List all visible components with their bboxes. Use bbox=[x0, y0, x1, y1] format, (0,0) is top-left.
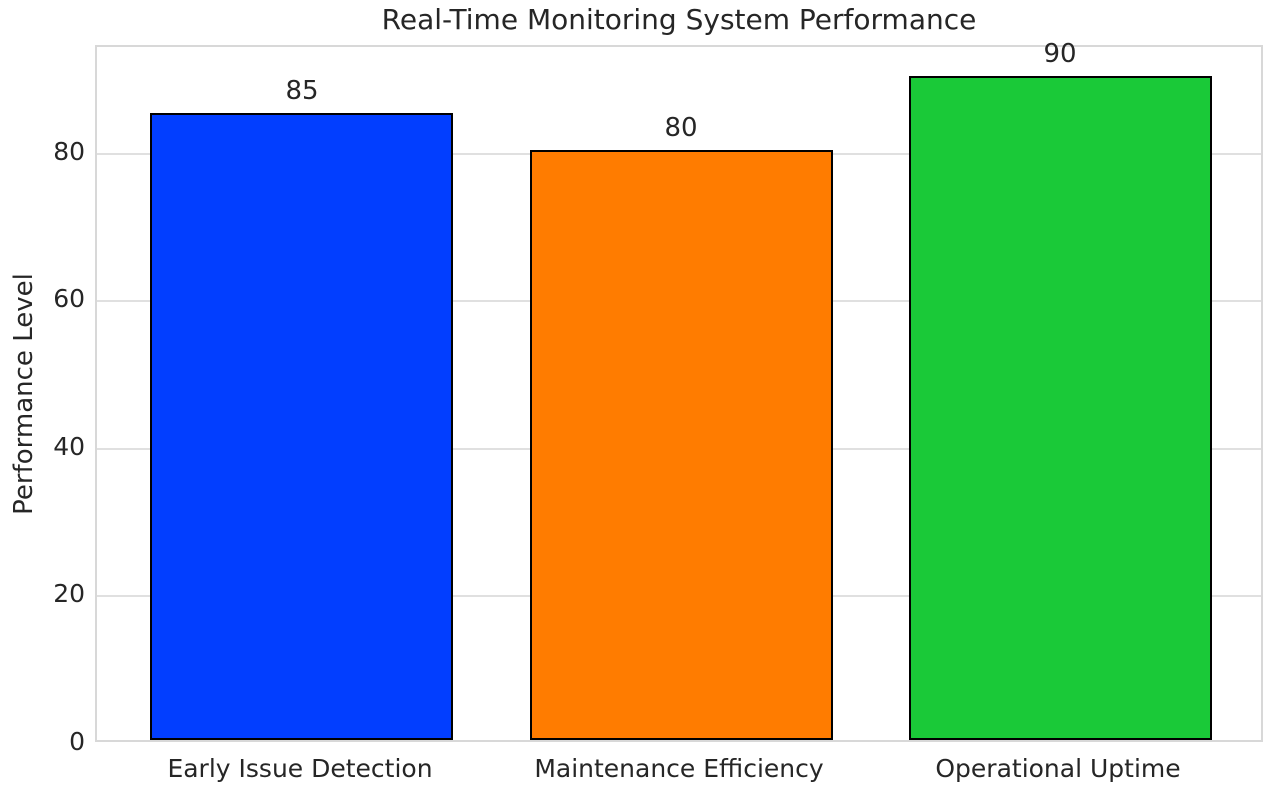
chart-title: Real-Time Monitoring System Performance bbox=[381, 3, 977, 36]
plot-area: 85 80 90 bbox=[95, 39, 1263, 742]
bar-value-label-maintenance-efficiency: 80 bbox=[664, 113, 698, 143]
y-tick-label-80: 80 bbox=[53, 137, 85, 166]
y-tick-label-40: 40 bbox=[53, 432, 85, 461]
bar-operational-uptime bbox=[909, 76, 1212, 740]
x-tick-label-maintenance-efficiency: Maintenance Efficiency bbox=[534, 754, 824, 783]
bar-maintenance-efficiency bbox=[530, 150, 833, 740]
bar-value-label-early-issue-detection: 85 bbox=[285, 76, 319, 106]
y-tick-label-0: 0 bbox=[69, 727, 85, 756]
y-tick-label-20: 20 bbox=[53, 579, 85, 608]
bar-early-issue-detection bbox=[150, 113, 453, 740]
x-tick-label-operational-uptime: Operational Uptime bbox=[935, 754, 1181, 783]
x-tick-label-early-issue-detection: Early Issue Detection bbox=[167, 754, 433, 783]
y-tick-label-60: 60 bbox=[53, 284, 85, 313]
bar-value-label-operational-uptime: 90 bbox=[1043, 39, 1077, 69]
y-axis-label: Performance Level bbox=[9, 273, 39, 515]
